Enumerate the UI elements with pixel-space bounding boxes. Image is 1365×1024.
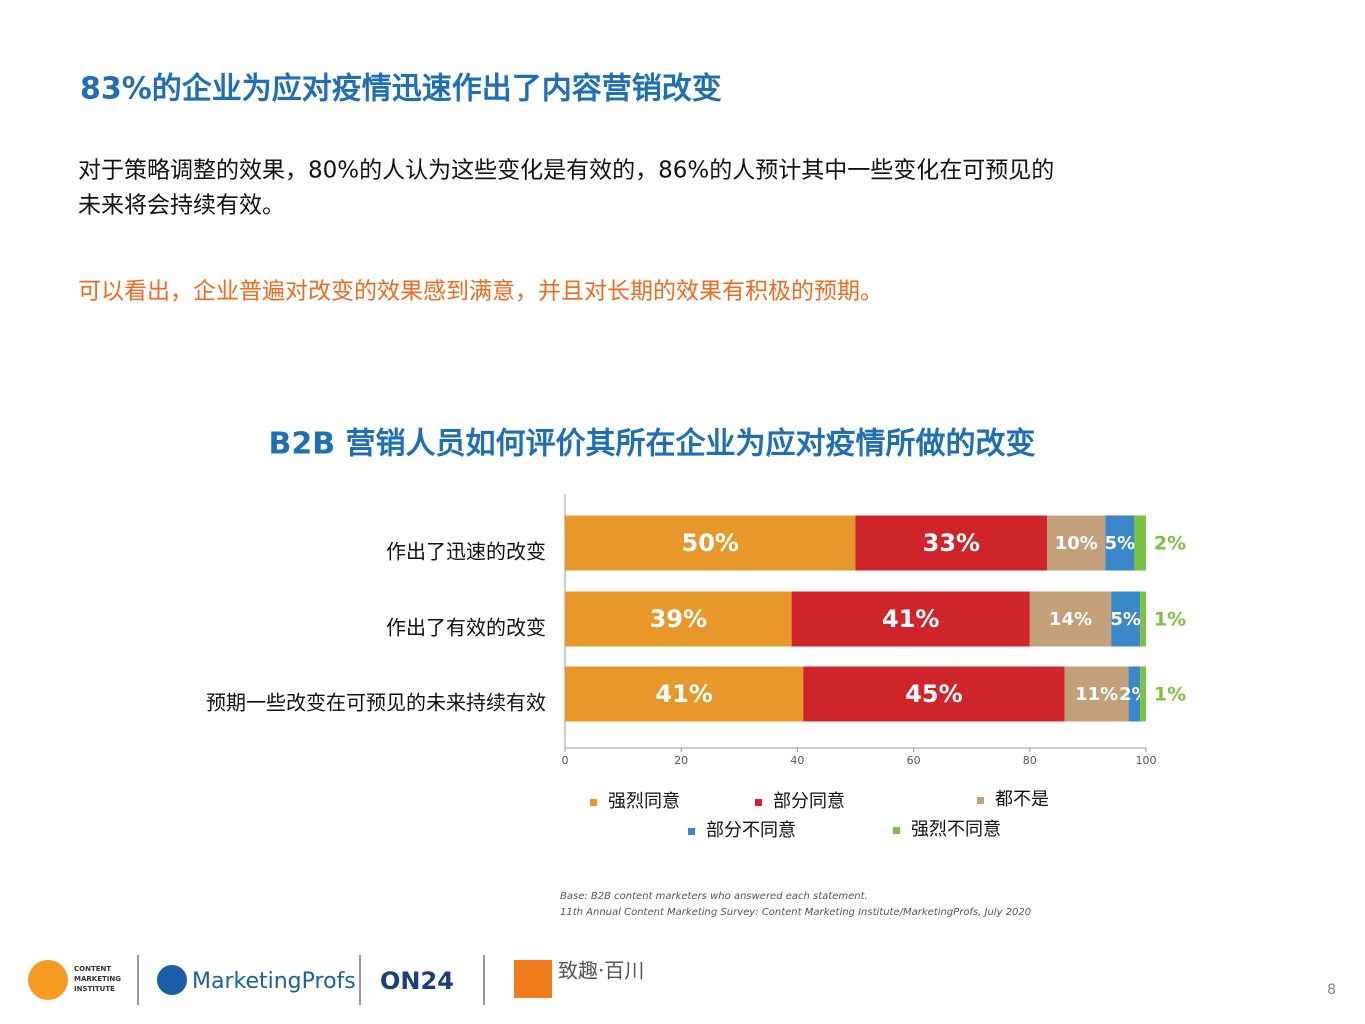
logo-text: MarketingProfs [192,969,356,994]
legend-swatch [590,799,597,806]
body-text: 对于策略调整的效果，80%的人认为这些变化是有效的，86%的人预计其中一些变化在… [78,158,1054,184]
logo-text: CONTENT [74,965,111,973]
y-tick-label: 作出了迅速的改变 [386,540,546,564]
legend-swatch [977,797,984,804]
legend-label: 部分同意 [773,791,845,812]
value-label: 41% [882,605,939,633]
page-number: 8 [1327,982,1336,998]
legend-swatch [893,827,900,834]
slide-title: 83%的企业为应对疫情迅速作出了内容营销改变 [80,72,722,107]
value-label: 39% [650,605,707,633]
bar-segment [1111,591,1141,647]
value-label: 41% [655,680,712,708]
value-label: 50% [682,529,739,557]
x-tick-label: 20 [674,754,688,767]
value-label: 10% [1055,533,1098,554]
logo-mark [514,960,552,998]
x-tick-label: 100 [1136,754,1157,767]
bar-segment [1140,591,1146,647]
chart-title: B2B 营销人员如何评价其所在企业为应对疫情所做的改变 [268,427,1035,462]
body-text: 未来将会持续有效。 [78,193,285,219]
value-label: 5% [1110,609,1141,630]
bar-segment [565,515,856,571]
note: Base: B2B content marketers who answered… [560,891,868,902]
legend-label: 部分不同意 [706,820,796,841]
x-tick-label: 40 [790,754,804,767]
logo-mark [28,960,68,1000]
legend-swatch [755,799,762,806]
y-tick-label: 预期一些改变在可预见的未来持续有效 [206,691,546,715]
y-tick-label: 作出了有效的改变 [386,616,546,640]
bar-segment [1105,515,1135,571]
bar-segment [565,666,804,722]
value-label: 11% [1075,684,1118,705]
x-tick-label: 80 [1023,754,1037,767]
value-label: 1% [1154,684,1186,706]
bar-segment [1047,515,1106,571]
highlight-text: 可以看出，企业普遍对改变的效果感到满意，并且对长期的效果有积极的预期。 [78,279,883,305]
bar-segment [1029,591,1112,647]
x-tick-label: 60 [907,754,921,767]
legend-label: 强烈同意 [608,791,680,812]
logo-text: ON24 [380,967,454,995]
value-label: 33% [923,529,980,557]
value-label: 45% [905,680,962,708]
logo-text: INSTITUTE [74,985,115,993]
value-label: 14% [1049,609,1092,630]
value-label: 1% [1154,609,1186,631]
value-label: 2% [1154,533,1186,555]
bar-segment [1064,666,1129,722]
bar-segment [565,591,792,647]
legend-label: 强烈不同意 [911,819,1001,840]
logo-text: MARKETING [74,975,121,983]
bar-segment [791,591,1030,647]
footer-logos: CONTENT MARKETING INSTITUTE MarketingPro… [28,955,1336,1005]
bar-segment [1128,666,1141,722]
x-tick-label: 0 [562,754,569,767]
value-label: 5% [1105,533,1136,554]
logo-text: 致趣·百川 [558,959,644,983]
legend-swatch [688,828,695,835]
bar-segment [803,666,1065,722]
bar-segment [855,515,1048,571]
logo-mark [157,965,187,995]
bar-segment [1134,515,1146,571]
legend-label: 都不是 [995,789,1049,810]
bar-segment [1140,666,1146,722]
note: 11th Annual Content Marketing Survey: Co… [560,907,1031,918]
